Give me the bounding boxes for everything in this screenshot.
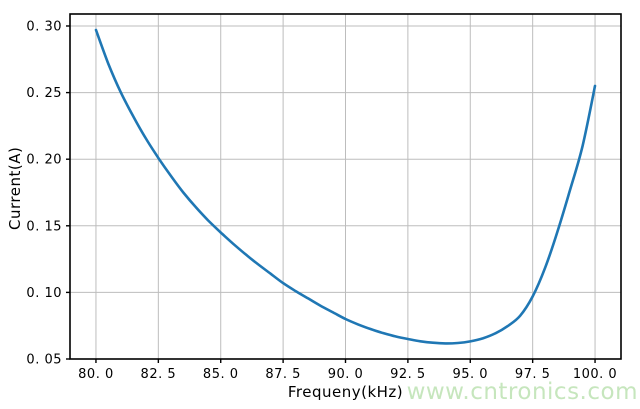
x-tick-label: 85. 0: [203, 367, 239, 382]
x-tick-label: 82. 5: [141, 367, 177, 382]
current-curve: [94, 28, 597, 345]
x-tick-label: 95. 0: [452, 367, 488, 382]
x-tick-label: 100. 0: [573, 367, 617, 382]
y-tick-label: 0. 20: [26, 153, 62, 168]
y-tick-label: 0. 10: [26, 286, 62, 301]
y-tick-label: 0. 25: [26, 86, 62, 101]
y-tick-label: 0. 15: [26, 219, 62, 234]
x-tick-label: 87. 5: [265, 367, 301, 382]
x-tick-label: 90. 0: [328, 367, 364, 382]
y-axis-label: Current(A): [6, 146, 24, 230]
x-axis-label: Frequeny(kHz): [287, 383, 404, 401]
watermark-text: www.cntronics.com: [406, 379, 638, 405]
x-tick-label: 92. 5: [390, 367, 426, 382]
x-tick-label: 97. 5: [515, 367, 551, 382]
y-tick-label: 0. 30: [26, 19, 62, 34]
y-tick-label: 0. 05: [26, 353, 62, 368]
x-tick-label: 80. 0: [78, 367, 114, 382]
